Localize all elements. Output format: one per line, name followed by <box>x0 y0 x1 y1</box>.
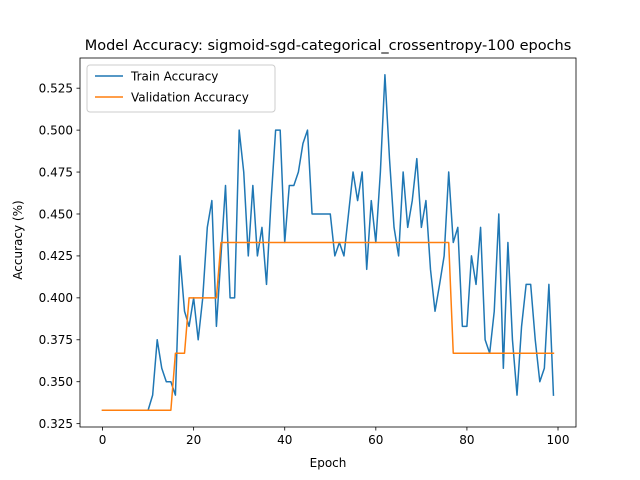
y-axis-title: Accuracy (%) <box>11 200 25 279</box>
x-tick-label: 60 <box>368 433 383 447</box>
y-tick-label: 0.375 <box>39 333 73 347</box>
x-tick-label: 40 <box>277 433 292 447</box>
plot-area: 0 20 40 60 80 100 0.325 0.350 0.375 0.400 0.425 0.4… <box>39 57 577 447</box>
axes-frame <box>79 57 577 428</box>
y-tick-label: 0.350 <box>39 375 73 389</box>
x-axis-title: Epoch <box>310 456 347 470</box>
y-tick-label: 0.475 <box>39 165 73 179</box>
legend-box <box>86 64 276 113</box>
y-tick-label: 0.500 <box>39 123 73 137</box>
x-tick-label: 80 <box>459 433 474 447</box>
x-tick-label: 20 <box>186 433 201 447</box>
chart-title: Model Accuracy: sigmoid-sgd-categorical_… <box>85 38 572 54</box>
y-tick-label: 0.400 <box>39 291 73 305</box>
series-line-train-accuracy <box>101 74 555 411</box>
x-tick-label: 0 <box>99 433 107 447</box>
y-tick-label: 0.325 <box>39 417 73 431</box>
y-tick-label: 0.425 <box>39 249 73 263</box>
legend-label-validation-accuracy: Validation Accuracy <box>131 91 249 105</box>
series-line-validation-accuracy <box>101 241 555 411</box>
y-tick-label: 0.525 <box>39 81 73 95</box>
legend-label-train-accuracy: Train Accuracy <box>130 70 218 84</box>
legend: Train Accuracy Validation Accuracy <box>86 64 276 113</box>
y-tick-label: 0.450 <box>39 207 73 221</box>
x-tick-label: 100 <box>547 433 570 447</box>
